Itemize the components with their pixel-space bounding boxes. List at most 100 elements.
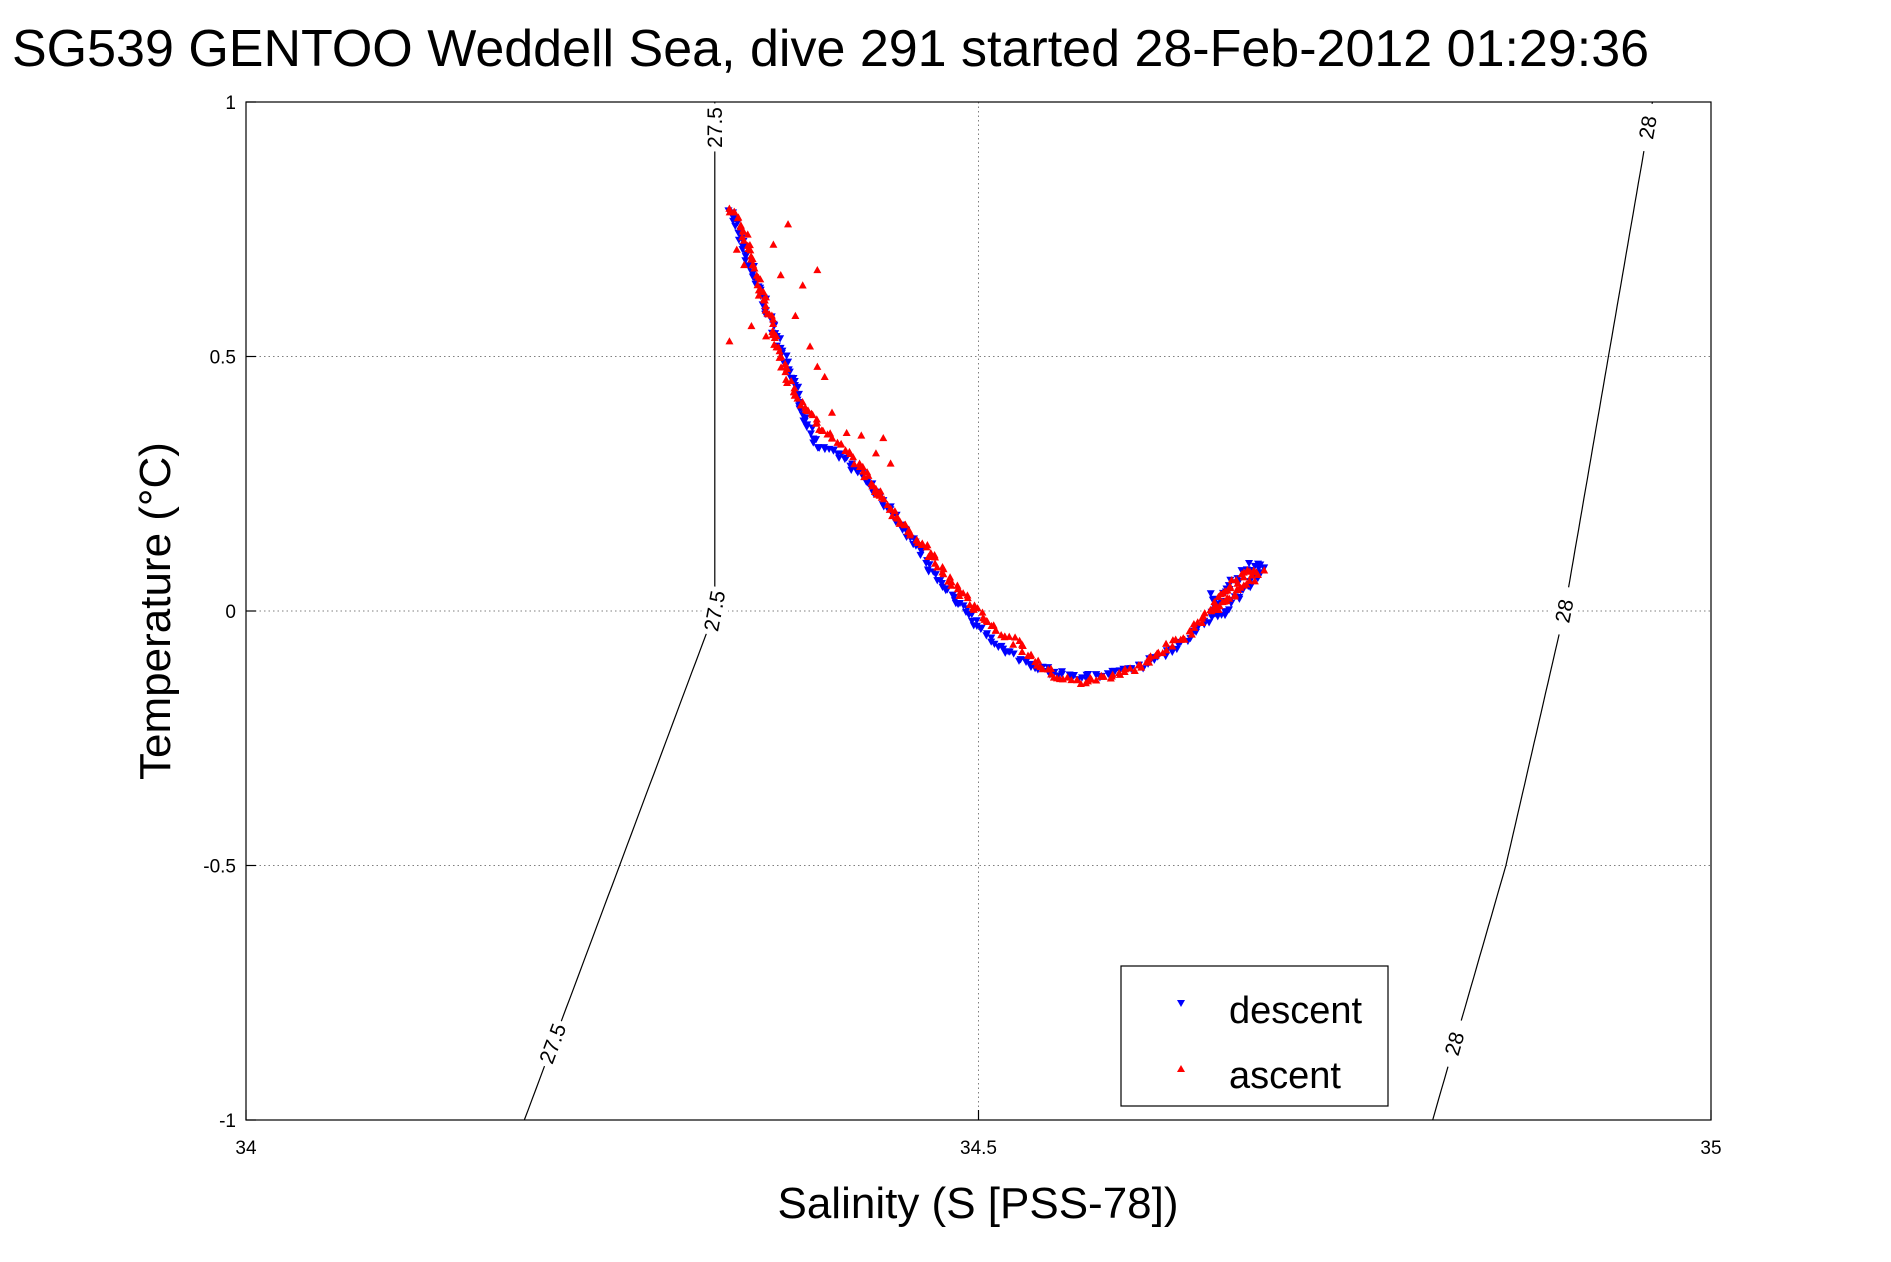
ascent-point xyxy=(1018,641,1027,650)
contour-label: 28 xyxy=(1635,114,1662,141)
ascent-point xyxy=(906,529,915,537)
ascent-point xyxy=(775,353,784,361)
ascent-point xyxy=(1218,589,1227,597)
ascent-point xyxy=(787,376,796,385)
ascent-point xyxy=(772,343,781,351)
descent-point xyxy=(806,430,815,438)
ascent-point xyxy=(959,589,968,597)
ascent-point xyxy=(1158,648,1167,657)
ascent-point xyxy=(791,311,800,319)
ascent-point xyxy=(1063,673,1072,681)
ascent-point xyxy=(939,570,948,578)
ascent-point xyxy=(744,244,753,253)
ascent-point xyxy=(1034,656,1043,664)
chart-title: SG539 GENTOO Weddell Sea, dive 291 start… xyxy=(12,20,1649,78)
ascent-point xyxy=(888,511,897,520)
ascent-point xyxy=(806,342,815,350)
ascent-point xyxy=(1108,670,1117,678)
ascent-point xyxy=(1198,618,1207,626)
ascent-point xyxy=(793,394,802,402)
descent-point xyxy=(802,423,811,431)
descent-point xyxy=(941,587,950,595)
descent-point xyxy=(809,439,818,447)
ascent-point xyxy=(1213,605,1222,613)
contour-label-backdrop xyxy=(532,1016,574,1071)
ascent-point xyxy=(813,362,822,370)
contour-label-backdrop xyxy=(1435,1016,1474,1071)
ascent-point xyxy=(762,332,771,340)
ascent-point xyxy=(922,543,931,551)
descent-point xyxy=(1057,670,1066,678)
ascent-point xyxy=(739,227,748,235)
ascent-point xyxy=(947,581,956,589)
ascent-point xyxy=(857,431,866,439)
ascent-point xyxy=(890,507,899,515)
contour-label-backdrop xyxy=(1547,584,1582,638)
descent-point xyxy=(987,634,996,642)
ascent-point xyxy=(842,428,851,437)
ascent-point xyxy=(1136,661,1145,669)
legend: descent ascent xyxy=(1120,965,1389,1107)
ascent-point xyxy=(783,378,792,387)
ascent-point xyxy=(917,540,926,548)
ascent-point xyxy=(1239,573,1248,581)
descent-point xyxy=(967,617,976,626)
y-tick-label: 1 xyxy=(225,93,236,114)
ascent-point xyxy=(1207,607,1216,615)
ascent-point xyxy=(836,440,845,448)
ascent-point xyxy=(983,617,992,625)
legend-box xyxy=(1120,965,1389,1107)
ascent-point xyxy=(725,337,734,345)
ascent-point xyxy=(1073,676,1082,684)
ascent-point xyxy=(730,207,739,215)
descent-point xyxy=(829,447,838,455)
descent-point xyxy=(977,624,986,632)
ascent-point xyxy=(885,505,894,513)
legend-descent-marker xyxy=(1177,1000,1185,1007)
ascent-point xyxy=(761,301,770,310)
ascent-point xyxy=(930,551,939,559)
ascent-point xyxy=(864,471,873,479)
ascent-point xyxy=(743,230,752,238)
ascent-point xyxy=(790,388,799,396)
ascent-point xyxy=(732,245,741,253)
ascent-series xyxy=(725,204,1269,687)
descent-point xyxy=(1217,611,1226,619)
ascent-point xyxy=(1087,675,1096,683)
ascent-point xyxy=(1168,642,1177,650)
contour-label-backdrop xyxy=(1631,101,1665,154)
ascent-point xyxy=(798,281,807,289)
ascent-point xyxy=(1099,672,1108,680)
ascent-point xyxy=(1179,634,1188,642)
ascent-point xyxy=(1210,597,1219,606)
x-tick-label: 34.5 xyxy=(960,1138,997,1159)
ascent-point xyxy=(754,291,763,299)
descent-point xyxy=(1168,648,1177,657)
ascent-point xyxy=(896,517,905,525)
descent-point xyxy=(997,642,1006,651)
x-axis-label: Salinity (S [PSS-78]) xyxy=(777,1179,1178,1228)
ascent-point xyxy=(803,406,812,415)
descent-point xyxy=(1245,559,1254,568)
ascent-point xyxy=(1190,623,1199,631)
ascent-point xyxy=(760,296,769,304)
y-axis-label: Temperature (°C) xyxy=(131,442,180,780)
ascent-point xyxy=(769,319,778,328)
ascent-point xyxy=(1130,666,1139,675)
ascent-point xyxy=(750,264,759,272)
descent-point xyxy=(916,551,925,560)
descent-point xyxy=(814,444,823,452)
ascent-point xyxy=(1162,646,1171,654)
descent-point xyxy=(1022,658,1031,666)
ascent-point xyxy=(820,372,829,381)
descent-point xyxy=(794,383,803,391)
ascent-point xyxy=(1038,665,1047,673)
descent-point xyxy=(925,561,934,569)
contour-label-backdrop xyxy=(697,585,732,637)
descent-point xyxy=(931,571,940,579)
ascent-point xyxy=(953,581,962,589)
ascent-point xyxy=(747,255,756,263)
ascent-point xyxy=(740,260,749,269)
ascent-point xyxy=(1247,571,1256,579)
